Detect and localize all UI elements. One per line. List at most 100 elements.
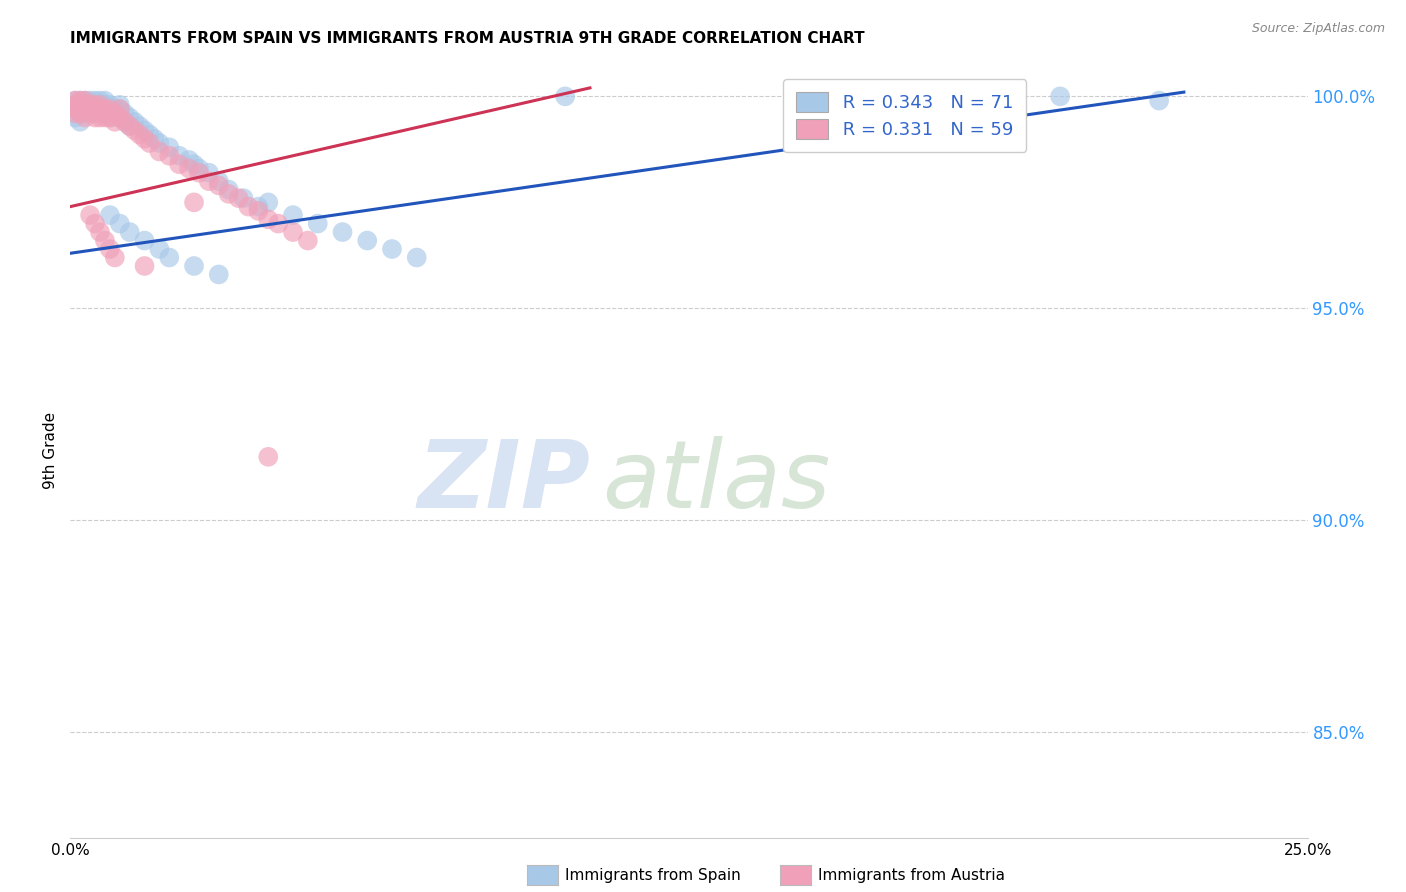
Point — [167, 157, 190, 171]
Point — [79, 98, 101, 112]
Point — [118, 111, 141, 125]
Point — [257, 195, 280, 210]
Point — [75, 94, 97, 108]
Point — [232, 191, 254, 205]
Point — [94, 94, 117, 108]
Point — [65, 94, 87, 108]
Point — [134, 123, 156, 137]
Point — [98, 111, 121, 125]
Point — [79, 102, 101, 116]
Point — [108, 111, 131, 125]
Point — [65, 102, 87, 116]
Point — [257, 212, 280, 227]
Point — [218, 186, 240, 201]
Point — [177, 153, 200, 167]
Point — [75, 102, 97, 116]
Point — [94, 102, 117, 116]
Point — [104, 106, 127, 120]
Point — [84, 111, 107, 125]
Point — [183, 259, 205, 273]
Point — [89, 102, 111, 116]
Point — [65, 111, 87, 125]
Point — [281, 208, 304, 222]
Point — [228, 191, 250, 205]
Point — [247, 203, 270, 218]
Point — [128, 128, 150, 142]
Point — [104, 251, 127, 265]
Point — [104, 106, 127, 120]
Point — [79, 98, 101, 112]
Point — [138, 136, 160, 150]
Legend:  R = 0.343   N = 71,  R = 0.331   N = 59: R = 0.343 N = 71, R = 0.331 N = 59 — [783, 79, 1026, 152]
Point — [65, 94, 87, 108]
Point — [84, 106, 107, 120]
Point — [108, 111, 131, 125]
Point — [554, 89, 576, 103]
Point — [188, 166, 211, 180]
Point — [332, 225, 354, 239]
Point — [157, 149, 180, 163]
Point — [94, 111, 117, 125]
Point — [307, 217, 329, 231]
Point — [69, 98, 91, 112]
Point — [98, 98, 121, 112]
Point — [208, 178, 231, 193]
Point — [128, 119, 150, 133]
Point — [98, 102, 121, 116]
Point — [89, 98, 111, 112]
Point — [281, 225, 304, 239]
Point — [124, 115, 146, 129]
Point — [114, 106, 136, 120]
Point — [69, 102, 91, 116]
Point — [267, 217, 290, 231]
Point — [118, 119, 141, 133]
Point — [1147, 94, 1170, 108]
Point — [157, 251, 180, 265]
Point — [108, 98, 131, 112]
Point — [188, 161, 211, 176]
Point — [89, 94, 111, 108]
Point — [198, 166, 221, 180]
Point — [69, 94, 91, 108]
Point — [148, 242, 170, 256]
Point — [98, 242, 121, 256]
Point — [79, 94, 101, 108]
Point — [114, 115, 136, 129]
Point — [75, 111, 97, 125]
Text: Source: ZipAtlas.com: Source: ZipAtlas.com — [1251, 22, 1385, 36]
Point — [84, 102, 107, 116]
Point — [143, 132, 166, 146]
Point — [69, 106, 91, 120]
Point — [114, 115, 136, 129]
Point — [89, 111, 111, 125]
Point — [69, 102, 91, 116]
Point — [1049, 89, 1071, 103]
Y-axis label: 9th Grade: 9th Grade — [44, 412, 59, 489]
Point — [148, 136, 170, 150]
Point — [98, 102, 121, 116]
Point — [75, 98, 97, 112]
Point — [208, 268, 231, 282]
Point — [208, 174, 231, 188]
Point — [108, 102, 131, 116]
Point — [69, 94, 91, 108]
Point — [183, 195, 205, 210]
Point — [65, 102, 87, 116]
Point — [84, 102, 107, 116]
Point — [297, 234, 319, 248]
Point — [75, 106, 97, 120]
Point — [247, 200, 270, 214]
Point — [118, 119, 141, 133]
Point — [69, 115, 91, 129]
Point — [89, 225, 111, 239]
Point — [257, 450, 280, 464]
Point — [104, 115, 127, 129]
Text: Immigrants from Spain: Immigrants from Spain — [565, 868, 741, 882]
Point — [65, 106, 87, 120]
Point — [108, 217, 131, 231]
Point — [84, 217, 107, 231]
Point — [108, 102, 131, 116]
Point — [177, 161, 200, 176]
Point — [79, 102, 101, 116]
Point — [75, 102, 97, 116]
